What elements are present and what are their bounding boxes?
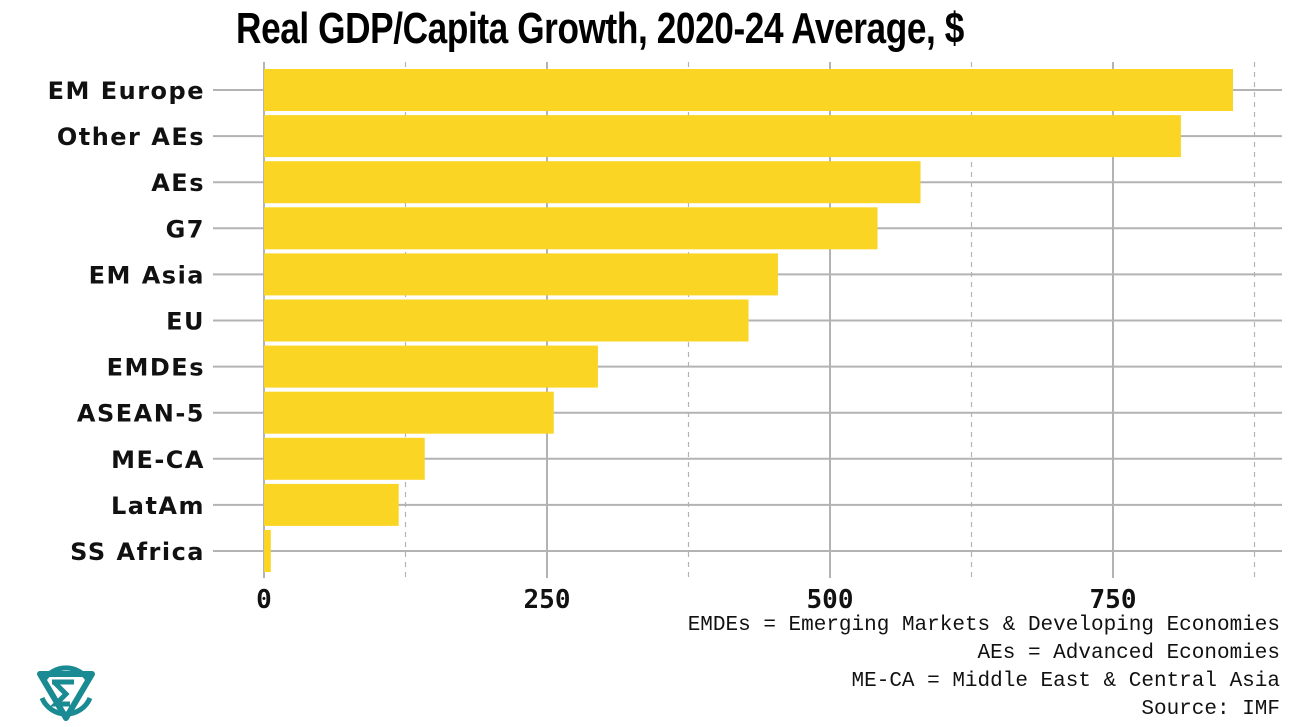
category-label: LatAm <box>111 492 205 520</box>
category-label: G7 <box>166 215 205 243</box>
category-label: EM Asia <box>89 261 205 289</box>
bar <box>264 299 749 342</box>
x-tick-label: 500 <box>807 585 854 615</box>
logo-icon <box>37 665 95 721</box>
bar <box>264 253 778 296</box>
footnote: EMDEs = Emerging Markets & Developing Ec… <box>687 614 1280 637</box>
bar <box>264 530 271 572</box>
bar <box>264 115 1181 158</box>
bar <box>264 345 598 388</box>
category-label: SS Africa <box>70 538 205 566</box>
category-label: EMDEs <box>107 354 205 382</box>
footnote: ME-CA = Middle East & Central Asia <box>851 670 1280 693</box>
bar <box>264 483 399 526</box>
x-tick-label: 750 <box>1090 585 1137 615</box>
category-label: EU <box>166 308 205 336</box>
bar <box>264 161 921 204</box>
category-label: ME-CA <box>111 446 205 474</box>
bar <box>264 437 425 480</box>
footnotes: EMDEs = Emerging Markets & Developing Ec… <box>688 612 1280 724</box>
x-tick-label: 0 <box>256 585 272 615</box>
source-note: Source: IMF <box>1141 698 1280 721</box>
category-label: ASEAN-5 <box>77 400 205 428</box>
category-label: EM Europe <box>48 77 205 105</box>
category-label: Other AEs <box>57 123 205 151</box>
footnote: AEs = Advanced Economies <box>977 642 1280 665</box>
category-label: AEs <box>151 169 205 197</box>
bar <box>264 391 554 434</box>
chart-title: Real GDP/Capita Growth, 2020-24 Average,… <box>236 4 964 53</box>
x-tick-label: 250 <box>524 585 571 615</box>
bar <box>264 69 1233 111</box>
bar <box>264 207 878 250</box>
